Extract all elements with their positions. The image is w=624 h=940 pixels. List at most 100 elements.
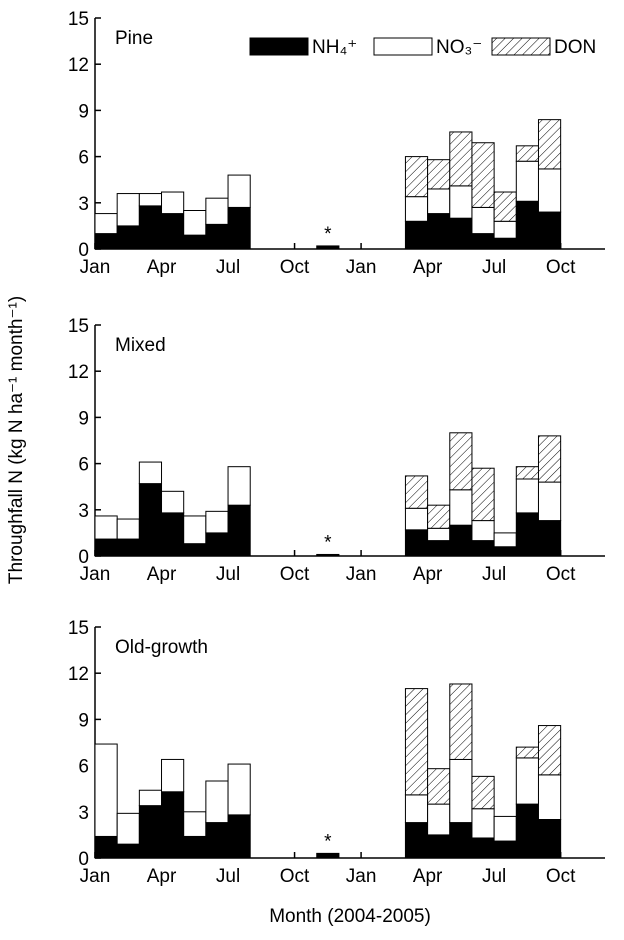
bar-segment [205,532,229,557]
x-tick-label: Oct [546,866,576,887]
bar-segment [205,780,229,824]
bar-segment [427,159,451,190]
bar-segment [427,527,451,542]
bar-segment [427,834,451,859]
bar-segment [183,515,207,545]
bar-segment [316,245,340,250]
x-tick-label: Jan [346,257,377,278]
bar-segment [449,432,473,491]
bar-segment [227,504,251,557]
bar-segment [471,142,495,208]
bar-segment [427,540,451,557]
bar-segment [161,791,185,859]
y-tick-label: 0 [78,547,89,568]
bar-segment [404,475,429,509]
x-tick-label: Oct [280,564,310,585]
bar-segment [161,191,185,215]
x-tick-label: Apr [147,257,177,278]
bar-segment [183,210,207,236]
x-tick-label: Jul [216,257,240,278]
panel-title: Old-growth [115,637,208,658]
y-tick-label: 15 [68,618,89,639]
bar-segment [138,805,163,859]
x-tick-label: Jul [482,564,506,585]
bar-segment [227,466,251,506]
bar-segment [471,206,495,235]
y-tick-label: 3 [78,803,89,824]
y-tick-label: 3 [78,501,89,522]
legend-label: NO₃⁻ [436,37,482,58]
x-tick-label: Oct [280,866,310,887]
bar-segment [537,435,562,483]
bar-segment [161,490,185,514]
bar-segment [537,819,562,859]
x-tick-label: Jan [80,257,111,278]
bar-segment [449,185,473,219]
bar-segment [94,538,118,557]
bar-segment [515,200,539,250]
bar-segment [493,815,517,842]
x-axis-label: Month (2004-2005) [269,906,431,927]
bar-segment [404,156,429,198]
x-tick-label: Jul [216,866,240,887]
bar-segment [515,803,539,859]
bar-segment [427,213,451,250]
bar-segment [493,532,517,548]
legend-swatch [373,37,433,56]
bar-segment [537,520,562,557]
bar-segment [138,193,163,207]
y-tick-label: 12 [68,664,89,685]
bar-segment [183,234,207,250]
panel-title: Mixed [115,335,166,356]
y-tick-label: 0 [78,849,89,870]
y-axis-label: Throughfall N (kg N ha⁻¹ month⁻¹) [6,296,27,584]
bar-segment [94,515,118,540]
bar-segment [316,553,340,557]
bar-segment [449,683,473,760]
bar-segment [471,808,495,839]
bar-segment [537,168,562,213]
bar-segment [493,191,517,222]
x-tick-label: Oct [280,257,310,278]
bar-segment [183,543,207,557]
bar-segment [471,467,495,522]
bar-segment [404,196,429,222]
bar-segment [116,538,140,557]
bar-segment [316,852,340,859]
bar-segment [471,540,495,557]
bar-segment [161,758,185,793]
bar-segment [205,510,229,534]
annotation: * [324,532,332,553]
bar-segment [116,843,140,859]
y-tick-label: 12 [68,362,89,383]
bar-segment [515,160,539,202]
bar-segment [537,481,562,522]
bar-segment [493,237,517,250]
bar-segment [183,835,207,859]
x-tick-label: Apr [413,564,443,585]
bar-segment [205,197,229,225]
bar-segment [537,725,562,776]
bar-segment [493,840,517,859]
annotation: * [324,831,332,852]
bar-segment [227,763,251,816]
x-tick-label: Jan [346,866,377,887]
bar-segment [449,131,473,187]
bar-segment [94,743,118,837]
y-tick-label: 0 [78,240,89,261]
bar-segment [404,529,429,557]
bar-segment [404,688,429,796]
bar-segment [515,145,539,162]
x-tick-label: Jul [216,564,240,585]
bar-segment [183,811,207,837]
bar-segment [404,822,429,859]
bar-segment [471,837,495,859]
bar-segment [449,217,473,250]
bar-segment [116,518,140,540]
y-tick-label: 15 [68,9,89,30]
x-tick-label: Apr [413,866,443,887]
y-tick-label: 9 [78,408,89,429]
bar-segment [138,789,163,807]
y-tick-label: 15 [68,316,89,337]
bar-segment [138,483,163,557]
